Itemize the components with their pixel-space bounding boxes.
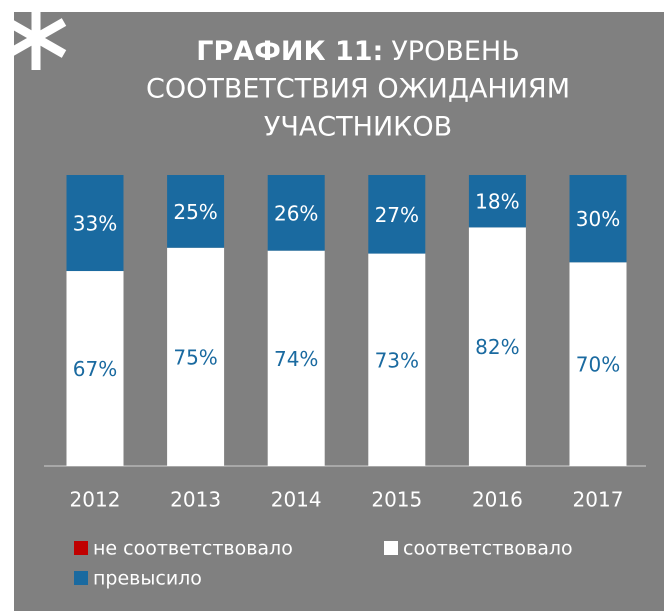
legend-swatch [74, 571, 88, 585]
chart-title: ГРАФИК 11: УРОВЕНЬ [196, 36, 520, 67]
legend-swatch [74, 541, 88, 555]
data-label: 73% [375, 348, 419, 372]
legend-label: соответствовало [403, 538, 573, 560]
data-label: 67% [73, 357, 117, 381]
bar-segment [66, 175, 124, 272]
bar-segment [569, 175, 627, 263]
legend-label: не соответствовало [93, 538, 293, 560]
x-tick-label: 2013 [170, 488, 221, 512]
x-tick-label: 2012 [70, 488, 121, 512]
title-prefix: ГРАФИК 11: [196, 36, 383, 67]
legend-swatch [384, 541, 398, 555]
asterisk [5, 6, 67, 70]
title-line: УРОВЕНЬ [391, 36, 519, 67]
x-tick-label: 2014 [271, 488, 322, 512]
data-label: 26% [274, 201, 318, 225]
x-tick-label: 2017 [573, 488, 624, 512]
bar-segment [468, 175, 526, 228]
data-label: 30% [576, 207, 620, 231]
bar-segment [569, 262, 627, 466]
x-tick-label: 2015 [371, 488, 422, 512]
title-line: СООТВЕТСТВИЯ ОЖИДАНИЯМ [146, 74, 570, 105]
bar-segment [267, 250, 325, 466]
bar-segment [66, 271, 124, 466]
bar-segment [368, 175, 426, 254]
bar-segment [267, 175, 325, 251]
legend-label: превысило [93, 568, 202, 590]
data-label: 70% [576, 353, 620, 377]
data-label: 75% [173, 345, 217, 369]
data-label: 25% [173, 200, 217, 224]
title-line: УЧАСТНИКОВ [264, 112, 452, 143]
data-label: 18% [475, 190, 519, 214]
data-label: 33% [73, 212, 117, 236]
data-label: 27% [375, 203, 419, 227]
data-label: 74% [274, 347, 318, 371]
bar-segment [368, 253, 426, 466]
data-label: 82% [475, 335, 519, 359]
x-tick-label: 2016 [472, 488, 523, 512]
bar-segment [167, 175, 225, 248]
bar-segment [468, 227, 526, 466]
bar-segment [167, 247, 225, 466]
